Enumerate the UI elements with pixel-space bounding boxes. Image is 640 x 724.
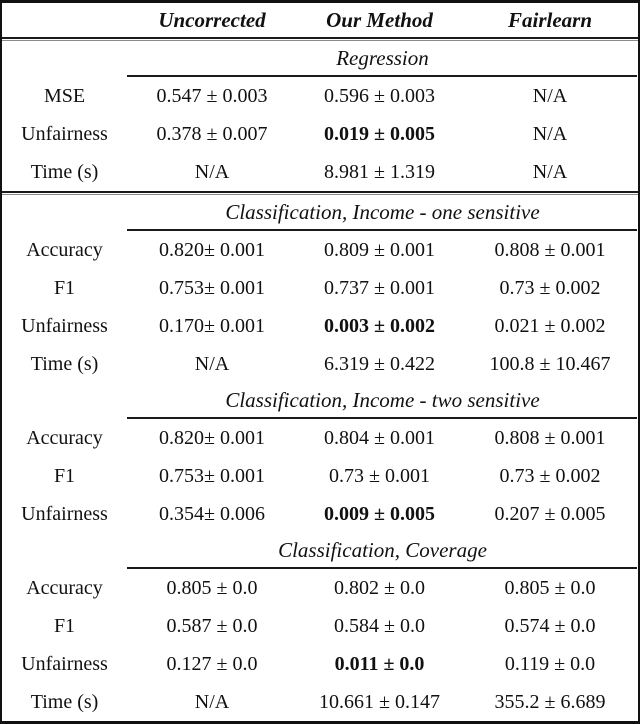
- data-cell: 0.808 ± 0.001: [494, 239, 606, 261]
- data-cell: N/A: [194, 691, 230, 713]
- data-cell: 0.170± 0.001: [159, 315, 265, 337]
- data-cell: 0.596 ± 0.003: [324, 85, 435, 107]
- header-divider: [2, 37, 638, 41]
- data-cell: 8.981 ± 1.319: [324, 161, 435, 183]
- table-row: Time (s) N/A 8.981 ± 1.319 N/A: [2, 153, 638, 191]
- section-title-underline: [127, 417, 637, 419]
- data-cell: N/A: [194, 353, 230, 375]
- table-row: Unfairness 0.378 ± 0.007 0.019 ± 0.005 N…: [2, 115, 638, 153]
- column-header-fairlearn: Fairlearn: [507, 7, 593, 32]
- table-row: Accuracy 0.820± 0.001 0.804 ± 0.001 0.80…: [2, 419, 638, 457]
- section-title-underline: [127, 75, 637, 77]
- data-cell: 0.009 ± 0.005: [324, 503, 435, 525]
- row-label: Accuracy: [26, 239, 103, 261]
- row-label: MSE: [43, 85, 86, 107]
- data-cell: 0.809 ± 0.001: [324, 239, 435, 261]
- table-row: F1 0.753± 0.001 0.737 ± 0.001 0.73 ± 0.0…: [2, 269, 638, 307]
- data-cell: 0.753± 0.001: [159, 277, 265, 299]
- data-cell: N/A: [532, 123, 568, 145]
- section-divider: [2, 191, 638, 195]
- section-title-row: Regression: [2, 41, 638, 75]
- row-label: Unfairness: [21, 315, 108, 337]
- section-coverage: Classification, Coverage Accuracy 0.805 …: [2, 533, 638, 721]
- section-income-one-sensitive: Classification, Income - one sensitive A…: [2, 195, 638, 383]
- column-header-uncorrected: Uncorrected: [158, 7, 266, 32]
- data-cell: 0.587 ± 0.0: [166, 615, 258, 637]
- row-label: F1: [53, 465, 76, 487]
- data-cell: 0.019 ± 0.005: [324, 123, 435, 145]
- row-label: Accuracy: [26, 427, 103, 449]
- data-cell: 0.021 ± 0.002: [494, 315, 606, 337]
- data-cell: 0.808 ± 0.001: [494, 427, 606, 449]
- table-row: MSE 0.547 ± 0.003 0.596 ± 0.003 N/A: [2, 77, 638, 115]
- section-title-underline: [127, 229, 637, 231]
- data-cell: 6.319 ± 0.422: [324, 353, 435, 375]
- row-label: Time (s): [30, 353, 99, 375]
- table-row: Unfairness 0.354± 0.006 0.009 ± 0.005 0.…: [2, 495, 638, 533]
- table-row: Unfairness 0.170± 0.001 0.003 ± 0.002 0.…: [2, 307, 638, 345]
- data-cell: 0.354± 0.006: [159, 503, 265, 525]
- section-title: Classification, Coverage: [278, 537, 487, 562]
- data-cell: 0.127 ± 0.0: [166, 653, 258, 675]
- table-row: Accuracy 0.820± 0.001 0.809 ± 0.001 0.80…: [2, 231, 638, 269]
- section-title-underline: [127, 567, 637, 569]
- data-cell: 0.753± 0.001: [159, 465, 265, 487]
- data-cell: 355.2 ± 6.689: [494, 691, 606, 713]
- data-cell: 0.804 ± 0.001: [324, 427, 435, 449]
- data-cell: 0.802 ± 0.0: [334, 577, 425, 599]
- data-cell: 0.73 ± 0.001: [329, 465, 430, 487]
- data-cell: 0.119 ± 0.0: [504, 653, 596, 675]
- data-cell: N/A: [532, 161, 568, 183]
- data-cell: N/A: [194, 161, 230, 183]
- table-row: Time (s) N/A 10.661 ± 0.147 355.2 ± 6.68…: [2, 683, 638, 721]
- section-income-two-sensitive: Classification, Income - two sensitive A…: [2, 383, 638, 533]
- data-cell: 0.584 ± 0.0: [334, 615, 425, 637]
- row-label: F1: [53, 615, 76, 637]
- table-row: F1 0.753± 0.001 0.73 ± 0.001 0.73 ± 0.00…: [2, 457, 638, 495]
- data-cell: 0.003 ± 0.002: [324, 315, 435, 337]
- data-cell: 0.805 ± 0.0: [504, 577, 596, 599]
- data-cell: 10.661 ± 0.147: [319, 691, 440, 713]
- data-cell: 0.73 ± 0.002: [499, 277, 601, 299]
- data-cell: N/A: [532, 85, 568, 107]
- section-title-row: Classification, Income - one sensitive: [2, 195, 638, 229]
- column-header-our-method: Our Method: [326, 7, 433, 32]
- row-label: Time (s): [30, 691, 99, 713]
- data-cell: 100.8 ± 10.467: [489, 353, 611, 375]
- row-label: Unfairness: [21, 123, 108, 145]
- section-regression: Regression MSE 0.547 ± 0.003 0.596 ± 0.0…: [2, 41, 638, 191]
- table-row: Unfairness 0.127 ± 0.0 0.011 ± 0.0 0.119…: [2, 645, 638, 683]
- row-label: Accuracy: [26, 577, 103, 599]
- data-cell: 0.737 ± 0.001: [324, 277, 435, 299]
- row-label: Unfairness: [21, 653, 108, 675]
- section-title: Classification, Income - one sensitive: [225, 199, 540, 224]
- data-cell: 0.820± 0.001: [159, 427, 265, 449]
- row-label: F1: [53, 277, 76, 299]
- section-title: Regression: [336, 45, 429, 70]
- data-cell: 0.207 ± 0.005: [494, 503, 606, 525]
- section-title: Classification, Income - two sensitive: [225, 387, 540, 412]
- data-cell: 0.805 ± 0.0: [166, 577, 258, 599]
- table-row: Accuracy 0.805 ± 0.0 0.802 ± 0.0 0.805 ±…: [2, 569, 638, 607]
- table-header-row: Uncorrected Our Method Fairlearn: [2, 3, 638, 37]
- data-cell: 0.378 ± 0.007: [156, 123, 268, 145]
- table-row: Time (s) N/A 6.319 ± 0.422 100.8 ± 10.46…: [2, 345, 638, 383]
- data-cell: 0.547 ± 0.003: [156, 85, 268, 107]
- row-label: Unfairness: [21, 503, 108, 525]
- table-row: F1 0.587 ± 0.0 0.584 ± 0.0 0.574 ± 0.0: [2, 607, 638, 645]
- data-cell: 0.820± 0.001: [159, 239, 265, 261]
- data-cell: 0.011 ± 0.0: [334, 653, 425, 675]
- data-cell: 0.73 ± 0.002: [499, 465, 601, 487]
- row-label: Time (s): [30, 161, 99, 183]
- section-title-row: Classification, Coverage: [2, 533, 638, 567]
- section-title-row: Classification, Income - two sensitive: [2, 383, 638, 417]
- data-cell: 0.574 ± 0.0: [504, 615, 596, 637]
